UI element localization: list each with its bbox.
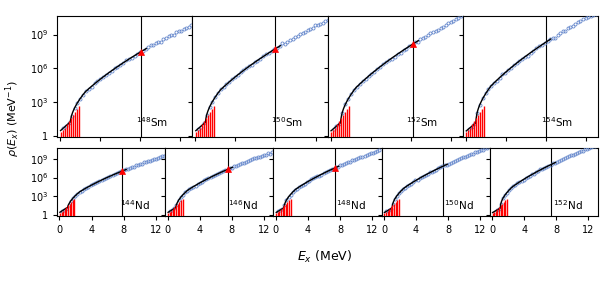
Text: $^{150}$Sm: $^{150}$Sm: [270, 116, 303, 129]
Text: $E_x$ (MeV): $E_x$ (MeV): [297, 249, 352, 265]
Text: $^{148}$Nd: $^{148}$Nd: [336, 198, 366, 212]
Text: $^{146}$Nd: $^{146}$Nd: [228, 198, 258, 212]
Text: $\rho(E_x)$ (MeV$^{-1}$): $\rho(E_x)$ (MeV$^{-1}$): [3, 80, 22, 157]
Text: $^{154}$Sm: $^{154}$Sm: [542, 116, 573, 129]
Text: $^{144}$Nd: $^{144}$Nd: [120, 198, 150, 212]
Text: $^{150}$Nd: $^{150}$Nd: [444, 198, 474, 212]
Text: $^{148}$Sm: $^{148}$Sm: [136, 116, 168, 129]
Text: $^{152}$Nd: $^{152}$Nd: [552, 198, 582, 212]
Text: $^{152}$Sm: $^{152}$Sm: [406, 116, 438, 129]
